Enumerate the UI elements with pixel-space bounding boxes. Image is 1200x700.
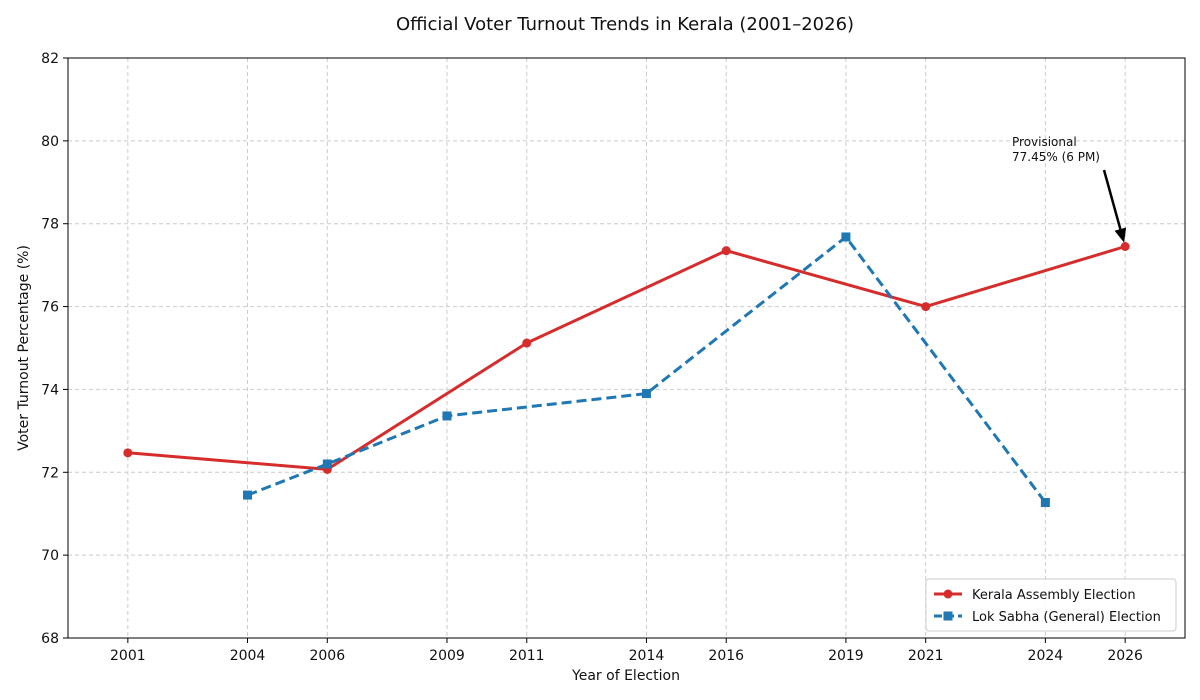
plot-area-frame xyxy=(67,57,1186,639)
chart-title: Official Voter Turnout Trends in Kerala … xyxy=(396,14,854,35)
x-tick-label: 2014 xyxy=(629,648,665,664)
data-point xyxy=(1040,498,1050,508)
provisional-annotation: Provisional 77.45% (6 PM) xyxy=(1012,135,1127,243)
x-axis-ticks: 2001 2004 2006 2009 2011 2014 2016 2019 2021 2024… xyxy=(110,638,1143,664)
x-tick-label: 2024 xyxy=(1028,648,1064,664)
data-point xyxy=(522,338,532,348)
series-line-0 xyxy=(127,245,1126,471)
annotation-arrow-shaft xyxy=(1102,169,1122,230)
series-layer xyxy=(123,232,1130,508)
data-point xyxy=(641,389,651,399)
data-point xyxy=(243,490,253,500)
data-point xyxy=(123,448,133,458)
x-tick-label: 2011 xyxy=(509,648,545,664)
x-tick-label: 2009 xyxy=(429,648,465,664)
x-axis-label: Year of Election xyxy=(571,668,680,684)
series-line-1 xyxy=(246,235,1047,504)
annotation-line-2: 77.45% (6 PM) xyxy=(1012,150,1100,164)
grid-lines xyxy=(68,57,1185,639)
x-tick-label: 2026 xyxy=(1107,648,1143,664)
y-tick-label: 82 xyxy=(41,51,59,67)
y-tick-label: 70 xyxy=(41,548,59,564)
legend: Kerala Assembly Election Lok Sabha (Gener… xyxy=(925,578,1177,632)
y-tick-label: 76 xyxy=(41,300,59,316)
data-point xyxy=(1120,242,1130,251)
y-axis-ticks: 68 70 72 74 76 78 80 82 xyxy=(41,51,68,647)
y-tick-label: 78 xyxy=(41,217,59,233)
legend-label: Kerala Assembly Election xyxy=(972,588,1136,603)
x-tick-label: 2001 xyxy=(110,648,146,664)
annotation-line-1: Provisional xyxy=(1012,135,1077,149)
legend-swatch-marker xyxy=(943,589,953,599)
y-tick-label: 74 xyxy=(41,382,59,398)
x-tick-label: 2021 xyxy=(908,648,944,664)
data-point xyxy=(721,246,731,256)
legend-swatch-marker xyxy=(943,611,953,621)
legend-label: Lok Sabha (General) Election xyxy=(972,610,1161,625)
data-point xyxy=(322,459,332,469)
annotation-arrow-head xyxy=(1114,227,1127,243)
y-axis-label: Voter Turnout Percentage (%) xyxy=(16,245,32,451)
y-tick-label: 72 xyxy=(41,465,59,481)
data-point xyxy=(921,302,931,312)
x-tick-label: 2004 xyxy=(230,648,266,664)
x-tick-label: 2016 xyxy=(708,648,744,664)
y-tick-label: 68 xyxy=(41,631,59,647)
x-tick-label: 2006 xyxy=(309,648,345,664)
data-point xyxy=(442,411,452,421)
legend-box xyxy=(925,578,1177,632)
data-point xyxy=(841,232,851,242)
x-tick-label: 2019 xyxy=(828,648,864,664)
y-tick-label: 80 xyxy=(41,134,59,150)
